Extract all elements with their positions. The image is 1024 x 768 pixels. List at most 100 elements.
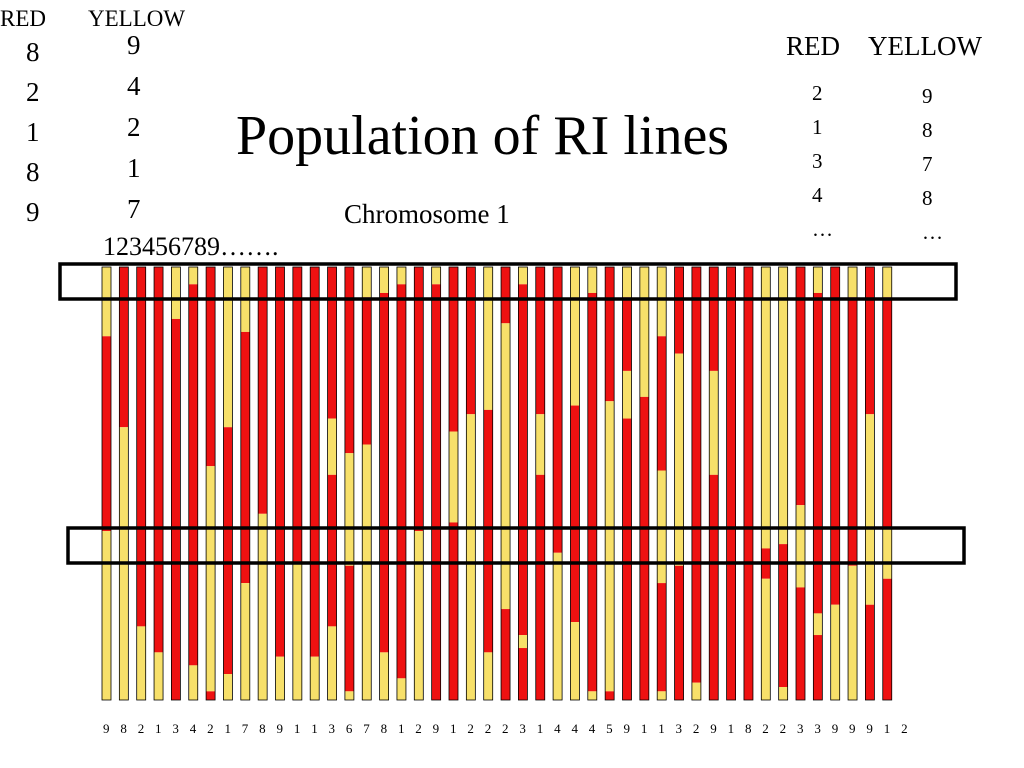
chromosome-bar [865, 266, 875, 701]
yellow-segment [570, 267, 580, 406]
red-segment [171, 318, 181, 700]
chromosome-outline [413, 266, 424, 701]
chromosome-outline [587, 266, 598, 701]
yellow-segment [848, 565, 858, 700]
red-segment [709, 474, 719, 700]
red-segment [431, 284, 441, 700]
red-segment [535, 474, 545, 700]
bottom-number: 9 [849, 721, 856, 736]
bottom-number: 9 [710, 721, 717, 736]
red-segment [310, 267, 320, 657]
yellow-segment [362, 267, 372, 298]
bottom-number: 1 [293, 721, 301, 736]
yellow-segment [414, 531, 424, 700]
chromosome-bar [275, 266, 285, 701]
chromosome-outline [882, 266, 893, 701]
yellow-segment [483, 652, 493, 700]
chromosome-outline [847, 266, 858, 701]
bottom-number: 8 [744, 721, 752, 736]
yellow-segment [327, 418, 337, 475]
chromosome-outline [205, 266, 216, 701]
bottom-number: 2 [762, 721, 769, 736]
yellow-segment [292, 561, 302, 700]
bottom-number: 3 [328, 721, 336, 736]
yellow-segment [483, 267, 493, 410]
top-right-yellow-value: 9 [922, 84, 933, 108]
yellow-segment [605, 401, 615, 692]
top-right-red-value: 1 [812, 115, 823, 139]
red-segment [119, 267, 129, 428]
chromosome-bar [483, 266, 494, 701]
yellow-segment [223, 674, 233, 700]
yellow-segment [518, 267, 528, 285]
chromosome-outline [604, 266, 615, 701]
bottom-number: 1 [450, 721, 457, 736]
chromosome-outline [760, 266, 771, 701]
chromosome-outline [431, 266, 442, 701]
red-segment [102, 336, 111, 532]
top-left-red-value: 8 [26, 37, 40, 67]
red-segment [327, 267, 337, 419]
red-segment [587, 292, 597, 692]
red-segment [188, 284, 198, 666]
yellow-segment [865, 414, 875, 605]
red-segment [292, 267, 302, 562]
bottom-number: 2 [467, 721, 474, 736]
red-segment [813, 292, 823, 614]
chromosome-outline [361, 266, 372, 701]
yellow-segment [171, 267, 181, 319]
top-left-red-values: 8 2 1 8 9 [26, 39, 40, 239]
chromosome-outline [708, 266, 719, 701]
bottom-number: 4 [554, 721, 561, 736]
bottom-number: 3 [172, 721, 179, 736]
chromosome-bar [118, 266, 129, 701]
chromosome-bar [639, 266, 650, 701]
red-segment [830, 267, 840, 605]
chromosome-outline [656, 266, 667, 701]
red-segment [518, 284, 528, 636]
bottom-number: 9 [432, 721, 440, 736]
chromosome-outline [170, 266, 181, 701]
chromosome-bar [656, 266, 667, 701]
red-segment [206, 691, 216, 700]
chromosome-outline [535, 266, 546, 701]
yellow-segment [102, 531, 111, 700]
bottom-number: 7 [241, 721, 249, 736]
red-segment [657, 583, 667, 692]
yellow-segment [240, 583, 250, 700]
top-left-yellow-value: 2 [127, 112, 141, 142]
chromosome-bar [795, 266, 806, 701]
yellow-segment [882, 267, 892, 298]
red-segment [605, 267, 615, 402]
bottom-number: 9 [276, 721, 284, 736]
chromosome-bar [136, 266, 147, 701]
chromosome-bar [188, 266, 199, 701]
red-segment [813, 635, 823, 700]
yellow-segment [657, 267, 667, 337]
red-segment [136, 267, 146, 627]
chromosome-bar [344, 266, 355, 701]
top-left-yellow-header: YELLOW [88, 6, 186, 31]
top-right-yellow-values: 9 8 7 8 … [922, 86, 943, 256]
chromosome-outline [188, 266, 199, 701]
yellow-segment [882, 526, 892, 579]
chromosome-bar [240, 266, 251, 701]
chromosome-outline [344, 266, 355, 701]
red-segment [449, 267, 458, 432]
yellow-segment [622, 370, 632, 419]
yellow-segment [396, 267, 406, 285]
yellow-segment [518, 635, 528, 649]
red-segment [657, 336, 667, 471]
chromosome-bar [327, 266, 337, 701]
red-segment [258, 267, 268, 514]
chromosome-outline [570, 266, 580, 701]
chromosome-bar [674, 266, 684, 701]
chromosome-outline [691, 266, 702, 701]
bottom-number: 1 [658, 721, 665, 736]
chromosome-bar [101, 266, 112, 701]
chromosome-bar [882, 266, 893, 701]
bottom-number: 1 [727, 721, 735, 736]
bottom-number: 1 [311, 721, 318, 736]
chromosome-outline [518, 266, 528, 701]
